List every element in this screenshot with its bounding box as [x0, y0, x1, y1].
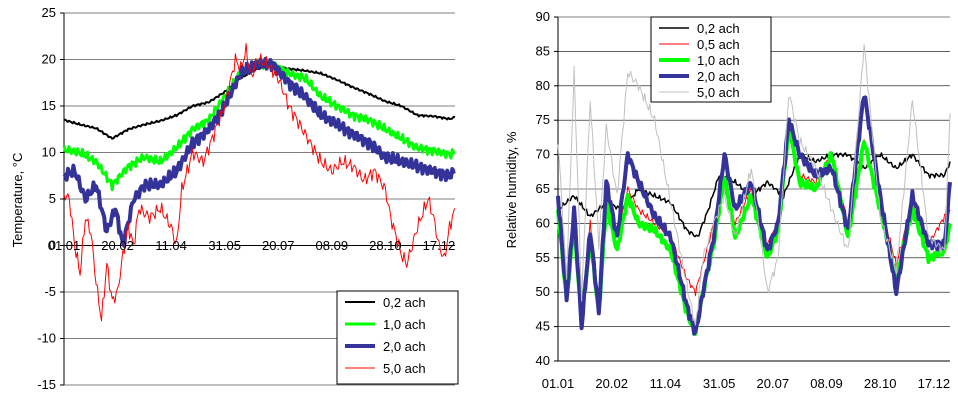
y-tick-label: 55: [536, 250, 550, 265]
temperature-chart: -15 -10 -5 0 5 10 15 20 25 01.01 20.02 11.04 31.05 2…: [10, 5, 459, 392]
legend-label: 0,2 ach: [383, 295, 426, 310]
temperature-grid: [63, 12, 455, 386]
humidity-y-ticks: 40 45 50 55 60 65 70 75 80 85 90: [536, 9, 558, 368]
y-tick-label: -5: [44, 284, 56, 299]
y-tick-label: 50: [536, 284, 550, 299]
y-tick-label: -10: [37, 331, 56, 346]
series-line-5-0-ach: [557, 44, 951, 326]
x-tick-label: 11.04: [155, 238, 187, 253]
y-tick-label: 85: [536, 43, 550, 58]
x-tick-label: 20.02: [595, 376, 628, 391]
y-tick-label: 5: [49, 191, 56, 206]
series-line-5-0-ach: [63, 42, 456, 322]
x-tick-label: 08.09: [316, 238, 349, 253]
x-tick-label: 17.12: [423, 238, 456, 253]
y-tick-label: 40: [536, 353, 550, 368]
y-tick-label: 20: [42, 52, 56, 67]
legend-label: 5,0 ach: [697, 85, 740, 100]
series-line-0-2-ach: [63, 64, 456, 140]
legend-label: 2,0 ach: [383, 339, 426, 354]
legend-label: 5,0 ach: [383, 361, 426, 376]
legend-label: 2,0 ach: [697, 69, 740, 84]
x-tick-label: 17.12: [918, 376, 951, 391]
y-tick-label: 25: [42, 5, 56, 20]
temperature-y-axis-label: Temperature, °C: [10, 153, 25, 248]
humidity-x-ticks: 01.01 20.02 11.04 31.05 20.07 08.09 28.10 17.12: [542, 376, 950, 391]
legend-label: 0,5 ach: [697, 37, 740, 52]
x-tick-label: 31.05: [208, 238, 241, 253]
humidity-grid: [557, 16, 950, 362]
humidity-y-axis-label: Relative humidity, %: [504, 131, 519, 248]
legend-label: 1,0 ach: [383, 317, 426, 332]
y-tick-label: 65: [536, 181, 550, 196]
legend-label: 0,2 ach: [697, 21, 740, 36]
y-tick-label: -15: [37, 377, 56, 392]
y-tick-label: 45: [536, 319, 550, 334]
temperature-x-ticks: 01.01 20.02 11.04 31.05 20.07 08.09 28.10 17.12: [48, 238, 455, 253]
series-line-2-0-ach: [62, 56, 456, 248]
y-tick-label: 60: [536, 215, 550, 230]
temperature-y-ticks: -15 -10 -5 0 5 10 15 20 25: [37, 5, 64, 392]
y-tick-label: 10: [42, 145, 56, 160]
y-tick-label: 70: [536, 147, 550, 162]
y-tick-label: 0: [49, 238, 56, 253]
x-tick-label: 20.07: [757, 376, 790, 391]
series-line-0-5-ach: [557, 132, 951, 313]
temperature-legend: 0,2 ach 1,0 ach 2,0 ach 5,0 ach: [336, 290, 459, 385]
x-tick-label: 08.09: [810, 376, 843, 391]
x-tick-label: 28.10: [864, 376, 897, 391]
y-tick-label: 90: [536, 9, 550, 24]
x-tick-label: 20.02: [101, 238, 134, 253]
x-tick-label: 01.01: [542, 376, 575, 391]
y-tick-label: 15: [42, 98, 56, 113]
x-tick-label: 11.04: [650, 376, 682, 391]
humidity-chart: 40 45 50 55 60 65 70 75 80 85 90 01.01 20.02 11.04 31…: [504, 9, 952, 391]
x-tick-label: 31.05: [703, 376, 736, 391]
y-tick-label: 75: [536, 112, 550, 127]
x-tick-label: 20.07: [262, 238, 295, 253]
y-tick-label: 80: [536, 78, 550, 93]
temperature-plot-area: [62, 42, 456, 322]
x-tick-label: 01.01: [48, 238, 81, 253]
humidity-plot-area: [556, 44, 952, 336]
series-line-1-0-ach: [62, 58, 456, 192]
x-tick-label: 28.10: [369, 238, 402, 253]
legend-label: 1,0 ach: [697, 53, 740, 68]
